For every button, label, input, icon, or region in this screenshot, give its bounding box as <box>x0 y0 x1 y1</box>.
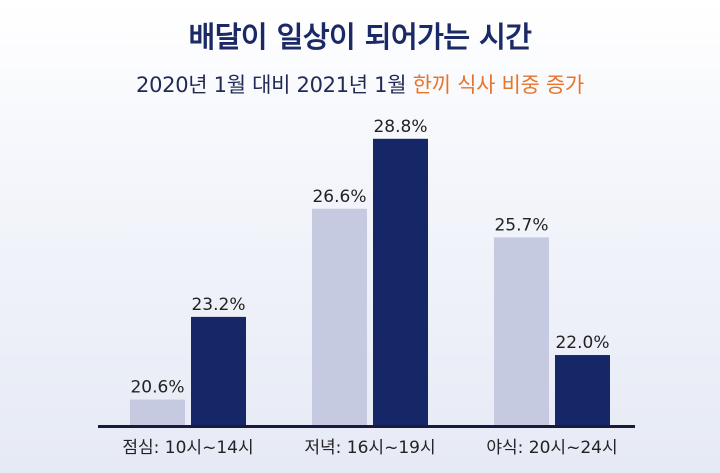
bar-latenight-2021 <box>555 355 610 425</box>
bar-value-label: 23.2% <box>191 295 245 315</box>
bar-value-label: 26.6% <box>312 187 366 207</box>
chart-subtitle: 2020년 1월 대비 2021년 1월 한끼 식사 비중 증가 <box>0 69 720 99</box>
bar-lunch-2021 <box>191 316 246 425</box>
bar-latenight-2020 <box>494 237 549 425</box>
bar-value-label: 22.0% <box>555 333 609 353</box>
bar-lunch-2020 <box>130 399 185 425</box>
bar-value-label: 28.8% <box>373 117 427 137</box>
bar-value-label: 20.6% <box>130 378 184 398</box>
subtitle-main: 2020년 1월 대비 2021년 1월 <box>136 73 407 97</box>
bars-group <box>130 138 610 426</box>
category-label-latenight: 야식: 20시~24시 <box>486 438 617 458</box>
bar-dinner-2021 <box>373 138 428 426</box>
bar-value-label: 25.7% <box>494 215 548 235</box>
subtitle-highlight: 한끼 식사 비중 증가 <box>412 73 585 97</box>
chart-title: 배달이 일상이 되어가는 시간 <box>188 20 532 54</box>
category-label-lunch: 점심: 10시~14시 <box>122 438 253 458</box>
category-labels-group: 점심: 10시~14시 저녁: 16시~19시 야식: 20시~24시 <box>122 438 617 458</box>
category-label-dinner: 저녁: 16시~19시 <box>304 438 435 458</box>
bar-dinner-2020 <box>312 208 367 425</box>
labels-group: 20.6% 23.2% 26.6% 28.8% 25.7% 22.0% <box>130 117 609 398</box>
